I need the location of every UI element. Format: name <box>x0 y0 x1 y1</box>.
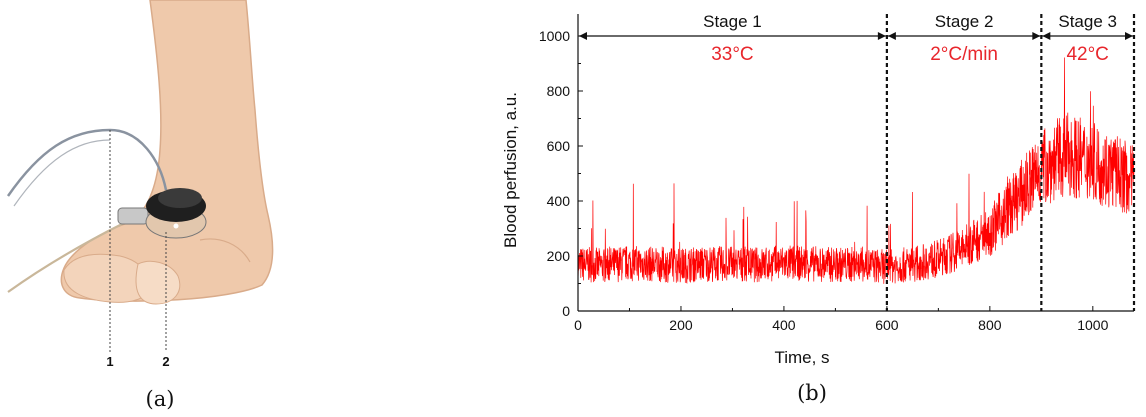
sensor-label-1: 1 <box>106 354 113 369</box>
y-tick-label: 400 <box>547 193 571 209</box>
y-tick-label: 800 <box>547 83 571 99</box>
stage-label-2: Stage 2 <box>935 12 994 31</box>
x-tick-label: 200 <box>669 317 693 333</box>
x-tick-label: 600 <box>875 317 899 333</box>
y-axis: 0 200 400 600 800 1000 <box>539 14 583 319</box>
plot-area <box>577 57 1135 284</box>
panel-a-caption: (a) <box>146 387 175 411</box>
y-axis-label: Blood perfusion, a.u. <box>501 92 520 248</box>
x-tick-label: 400 <box>772 317 796 333</box>
stage-annotations: Stage 1 33°C Stage 2 2°C/min Stage 3 42°C <box>579 12 1136 311</box>
blood-perfusion-chart: 0 200 400 600 800 1000 0 200 400 600 800 1000 Stag… <box>501 12 1136 405</box>
x-tick-label: 800 <box>978 317 1002 333</box>
y-tick-label: 0 <box>562 303 570 319</box>
sensor-probe <box>117 188 207 239</box>
stage-arrow-left-head <box>887 32 896 40</box>
sensor-label-2: 2 <box>162 354 169 369</box>
stage-arrow-left-head <box>1042 32 1051 40</box>
sensor-leader-lines <box>109 130 167 352</box>
foot-photo-panel: 1 2 (a) <box>6 0 274 411</box>
stage-arrow-right-head <box>1125 32 1133 40</box>
stage-arrow-right-head <box>1032 32 1041 40</box>
x-axis-label: Time, s <box>774 348 829 367</box>
x-tick-label: 0 <box>574 317 582 333</box>
stage-label-3: Stage 3 <box>1058 12 1117 31</box>
stage-value-3: 42°C <box>1066 44 1108 65</box>
x-axis: 0 200 400 600 800 1000 <box>574 306 1134 333</box>
foot-illustration <box>60 0 274 305</box>
y-tick-label: 1000 <box>539 28 570 44</box>
x-tick-label: 1000 <box>1077 317 1108 333</box>
stage-label-1: Stage 1 <box>703 12 762 31</box>
stage-value-2: 2°C/min <box>930 44 998 65</box>
panel-b-caption: (b) <box>797 381 827 405</box>
perfusion-series-line <box>577 57 1135 284</box>
stage-arrow-right-head <box>877 32 886 40</box>
y-tick-label: 200 <box>547 248 571 264</box>
stage-arrow-left-head <box>579 32 587 40</box>
stage-value-1: 33°C <box>711 44 753 65</box>
y-tick-label: 600 <box>547 138 571 154</box>
